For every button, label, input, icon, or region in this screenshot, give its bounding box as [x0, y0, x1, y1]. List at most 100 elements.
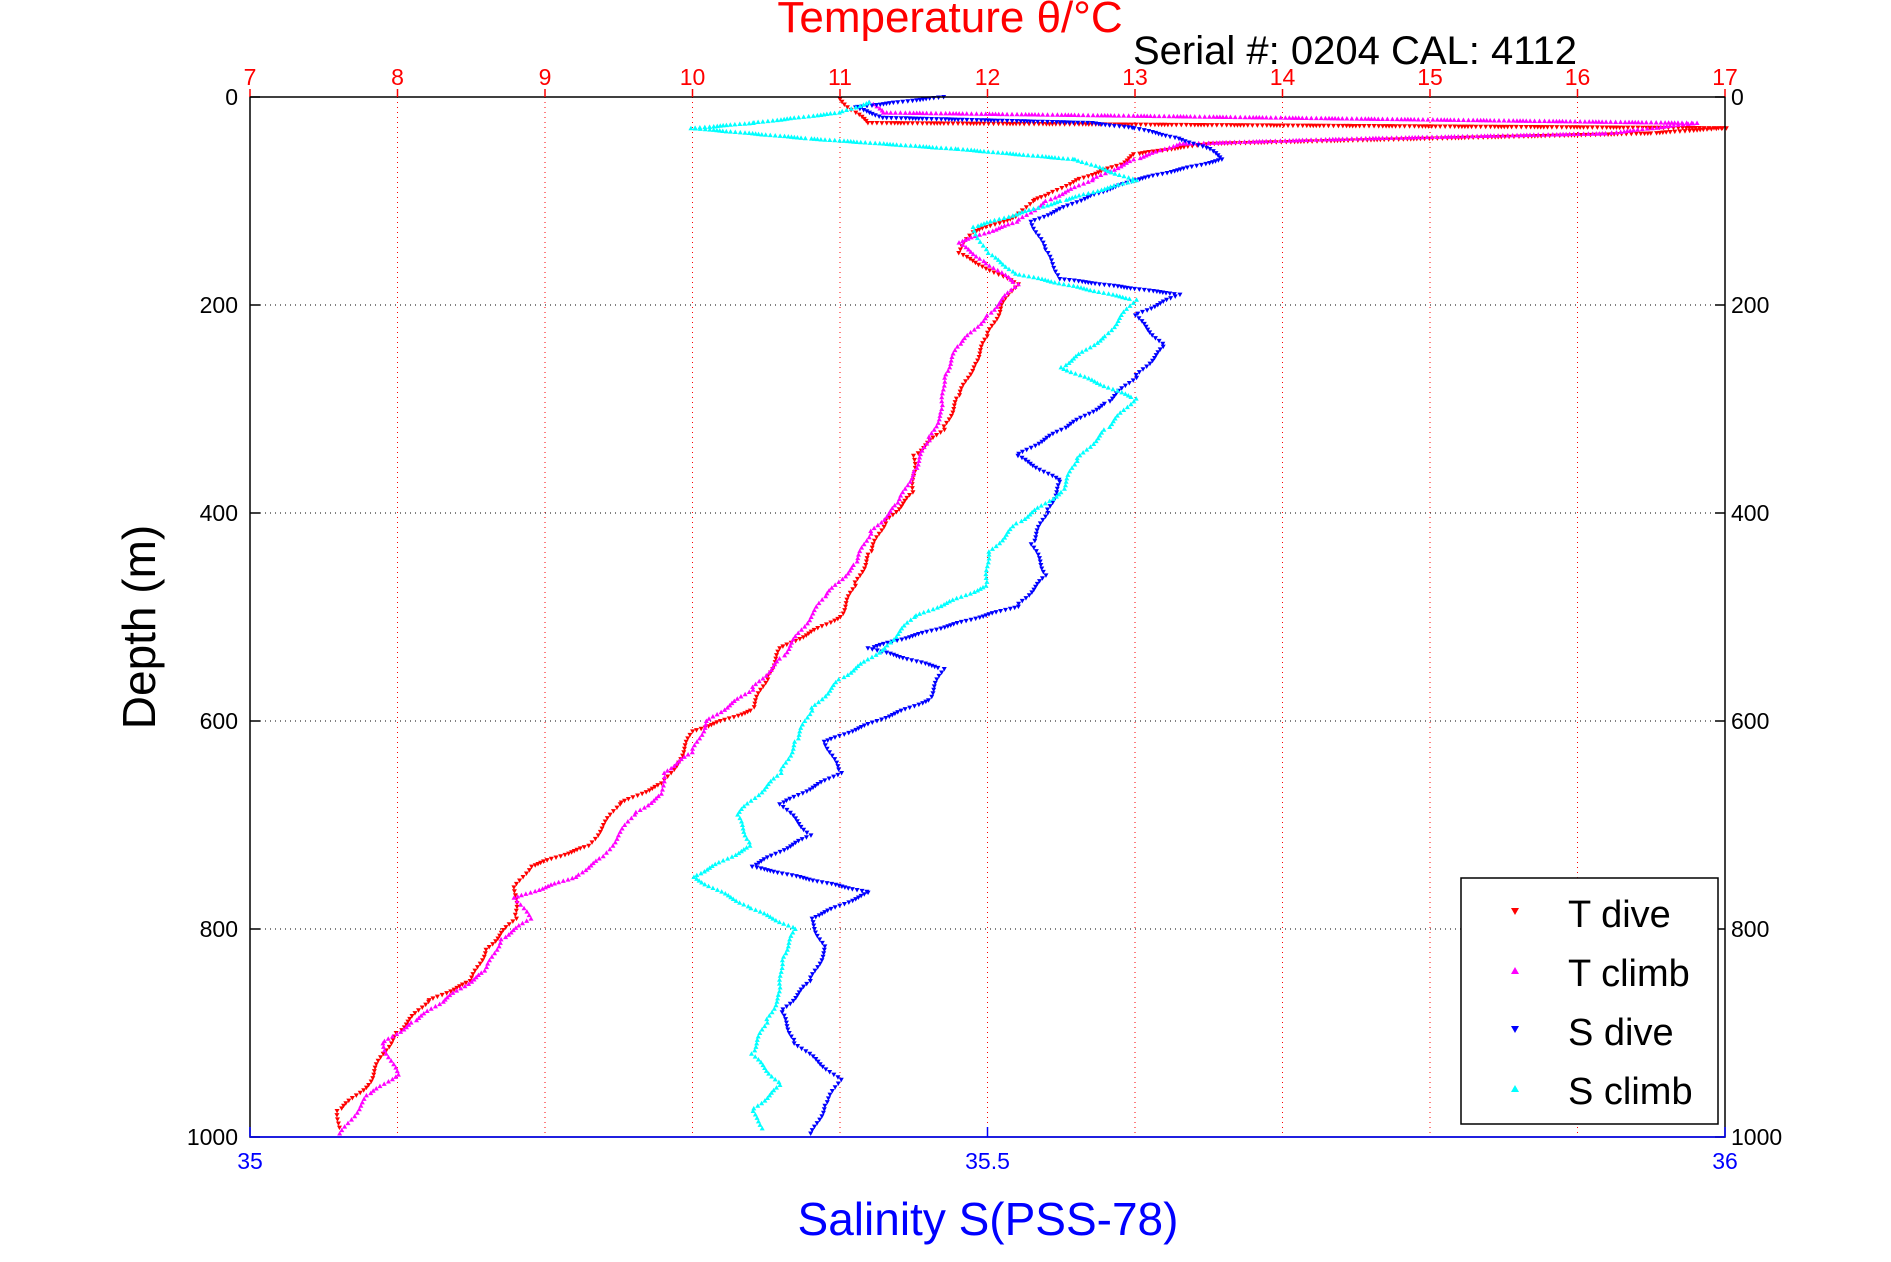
data-point — [1667, 129, 1673, 135]
data-point — [512, 912, 518, 918]
data-point — [551, 881, 557, 886]
data-point — [722, 891, 728, 896]
data-point — [1066, 360, 1072, 365]
data-point — [1070, 419, 1076, 425]
data-point — [1038, 195, 1044, 200]
data-point — [469, 975, 475, 981]
data-point — [865, 552, 871, 558]
data-point — [497, 933, 503, 939]
data-point — [754, 1115, 760, 1120]
data-point — [971, 365, 977, 370]
data-point — [471, 977, 477, 982]
data-point — [426, 999, 432, 1005]
data-point — [828, 736, 834, 742]
data-point — [756, 131, 762, 137]
data-point — [694, 872, 700, 878]
data-point — [942, 379, 948, 384]
data-point — [785, 134, 791, 139]
data-point — [1062, 482, 1068, 488]
data-point — [1007, 151, 1013, 156]
data-point — [1038, 237, 1044, 242]
data-point — [832, 905, 838, 910]
data-point — [1407, 124, 1413, 129]
data-point — [1025, 152, 1031, 158]
data-point — [991, 121, 997, 127]
data-point — [928, 110, 934, 116]
data-point — [836, 676, 842, 682]
data-point — [474, 965, 480, 970]
data-point — [708, 722, 714, 728]
data-point — [1102, 186, 1108, 191]
data-point — [1076, 193, 1082, 198]
data-point — [1340, 136, 1346, 141]
data-point — [583, 867, 589, 873]
data-point — [836, 579, 842, 585]
data-point — [782, 133, 788, 139]
data-point — [776, 981, 782, 986]
data-point — [1545, 132, 1551, 137]
data-point — [831, 774, 837, 780]
data-point — [935, 420, 941, 425]
data-point — [1054, 187, 1060, 193]
data-point — [1145, 327, 1151, 333]
data-point — [648, 800, 654, 806]
data-point — [1582, 119, 1588, 124]
data-point — [836, 110, 842, 115]
data-point — [810, 878, 816, 883]
data-point — [560, 878, 566, 883]
data-point — [707, 124, 713, 129]
data-point — [406, 1022, 412, 1027]
data-point — [822, 743, 828, 748]
data-point — [757, 1030, 763, 1035]
data-point — [764, 1095, 770, 1100]
data-point — [920, 701, 926, 706]
data-point — [763, 132, 769, 137]
data-point — [1093, 438, 1099, 444]
data-point — [1254, 123, 1260, 128]
data-point — [943, 371, 949, 377]
data-point — [1376, 124, 1382, 129]
data-point — [852, 583, 858, 589]
data-point — [674, 761, 680, 766]
data-point — [755, 1056, 761, 1062]
data-point — [1027, 511, 1033, 517]
data-point — [741, 803, 747, 809]
data-point — [1082, 413, 1088, 419]
data-point — [1603, 130, 1609, 136]
data-point — [783, 798, 789, 804]
data-point — [1632, 119, 1638, 125]
data-point — [1052, 269, 1058, 275]
data-point — [1164, 297, 1170, 303]
data-point — [795, 993, 801, 998]
data-point — [917, 455, 923, 460]
data-point — [699, 732, 705, 737]
data-point — [900, 501, 906, 507]
data-point — [1016, 210, 1022, 216]
data-point — [783, 950, 789, 956]
data-point — [777, 977, 783, 982]
data-point — [836, 767, 842, 773]
data-point — [795, 1044, 801, 1049]
data-point — [951, 407, 957, 412]
data-point — [969, 118, 975, 123]
data-point — [1076, 279, 1082, 284]
data-point — [829, 685, 835, 690]
data-point — [1053, 494, 1059, 499]
data-point — [777, 646, 783, 651]
data-point — [976, 262, 982, 268]
data-point — [1039, 153, 1045, 159]
data-point — [1330, 136, 1336, 142]
data-point — [1282, 138, 1288, 143]
data-point — [1013, 271, 1019, 276]
data-point — [1532, 125, 1538, 130]
data-point — [839, 576, 845, 582]
data-point — [981, 148, 987, 154]
data-point — [1119, 386, 1125, 391]
data-point — [566, 851, 572, 857]
data-point — [1654, 125, 1660, 130]
data-point — [416, 1015, 422, 1020]
data-layer — [334, 95, 1729, 1137]
data-point — [1000, 262, 1006, 267]
data-point — [690, 746, 696, 751]
data-point — [789, 873, 795, 878]
